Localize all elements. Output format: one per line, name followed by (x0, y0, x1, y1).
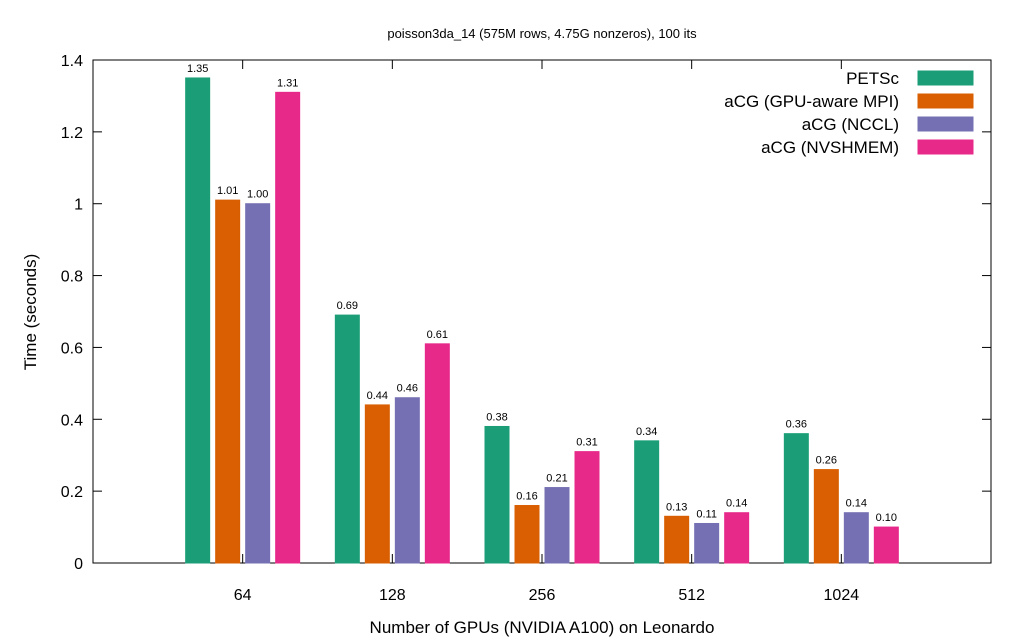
bar (783, 433, 809, 564)
bar (215, 199, 241, 564)
axes-layer: 0 0.2 0.4 0.6 0.8 1 1.2 1.4 64 128 256 512 1024 (61, 53, 992, 604)
y-tick-label: 0.2 (61, 484, 83, 501)
bar (724, 512, 750, 564)
x-tick-label: 256 (529, 587, 556, 604)
bar-value-label: 0.31 (576, 437, 597, 449)
bar (634, 440, 660, 564)
bar-value-label: 0.69 (337, 300, 358, 312)
legend-label: aCG (NVSHMEM) (761, 138, 899, 157)
bar (484, 425, 510, 564)
bar (275, 91, 301, 564)
y-tick-label: 0.8 (61, 269, 83, 286)
x-tick-label: 1024 (824, 587, 860, 604)
bar-value-label: 0.61 (427, 329, 448, 341)
legend-label: aCG (NCCL) (802, 115, 899, 134)
bar-value-label: 0.21 (546, 473, 567, 485)
bar (334, 314, 360, 564)
bar (364, 404, 390, 564)
x-tick-label: 512 (678, 587, 705, 604)
bar-value-label: 1.01 (217, 185, 238, 197)
chart-title: poisson3da_14 (575M rows, 4.75G nonzeros… (387, 26, 697, 41)
bar (424, 343, 450, 564)
bar-value-label: 0.14 (726, 498, 747, 510)
bar-value-label: 0.16 (516, 491, 537, 503)
bar-value-label: 0.14 (846, 498, 867, 510)
legend-swatch (917, 70, 974, 86)
y-tick-label: 0.4 (61, 412, 83, 429)
bar (394, 397, 420, 564)
x-axis-label: Number of GPUs (NVIDIA A100) on Leonardo (370, 618, 715, 637)
y-axis-label: Time (seconds) (21, 254, 40, 371)
bar-value-label: 0.44 (367, 390, 388, 402)
x-tick-label: 128 (379, 587, 406, 604)
y-tick-label: 1 (74, 197, 83, 214)
legend-label: PETSc (846, 69, 899, 88)
bar-value-label: 0.11 (696, 508, 717, 520)
bar (813, 469, 839, 564)
legend-label: aCG (GPU-aware MPI) (724, 92, 899, 111)
y-tick-label: 0.6 (61, 340, 83, 357)
bar-value-label: 0.26 (816, 455, 837, 467)
y-tick-label: 1.2 (61, 125, 83, 142)
bar (873, 526, 899, 564)
bars-layer: 1.35 1.01 1.00 1.31 0.69 0.44 0.46 0.61 0.38 0.16… (185, 63, 899, 564)
y-tick-label: 0 (74, 556, 83, 573)
bar-value-label: 1.31 (277, 77, 298, 89)
bar (185, 77, 211, 564)
bar (544, 487, 570, 564)
bar-value-label: 0.36 (786, 419, 807, 431)
x-tick-label: 64 (234, 587, 252, 604)
legend-swatch (917, 139, 974, 155)
bar-value-label: 0.13 (666, 501, 687, 513)
bar (574, 451, 600, 564)
legend: PETSc aCG (GPU-aware MPI) aCG (NCCL) aCG (N… (724, 69, 974, 157)
legend-swatch (917, 93, 974, 109)
bar-value-label: 0.10 (876, 512, 897, 524)
bar (245, 203, 271, 564)
bar-value-label: 0.38 (486, 411, 507, 423)
bar-value-label: 0.46 (397, 383, 418, 395)
bar-value-label: 1.00 (247, 189, 268, 201)
y-tick-label: 1.4 (61, 53, 83, 70)
bar (843, 512, 869, 564)
bar (514, 505, 540, 564)
legend-swatch (917, 116, 974, 132)
bar (664, 515, 690, 564)
bar (694, 522, 720, 564)
bar-value-label: 1.35 (187, 63, 208, 75)
bar-value-label: 0.34 (636, 426, 657, 438)
